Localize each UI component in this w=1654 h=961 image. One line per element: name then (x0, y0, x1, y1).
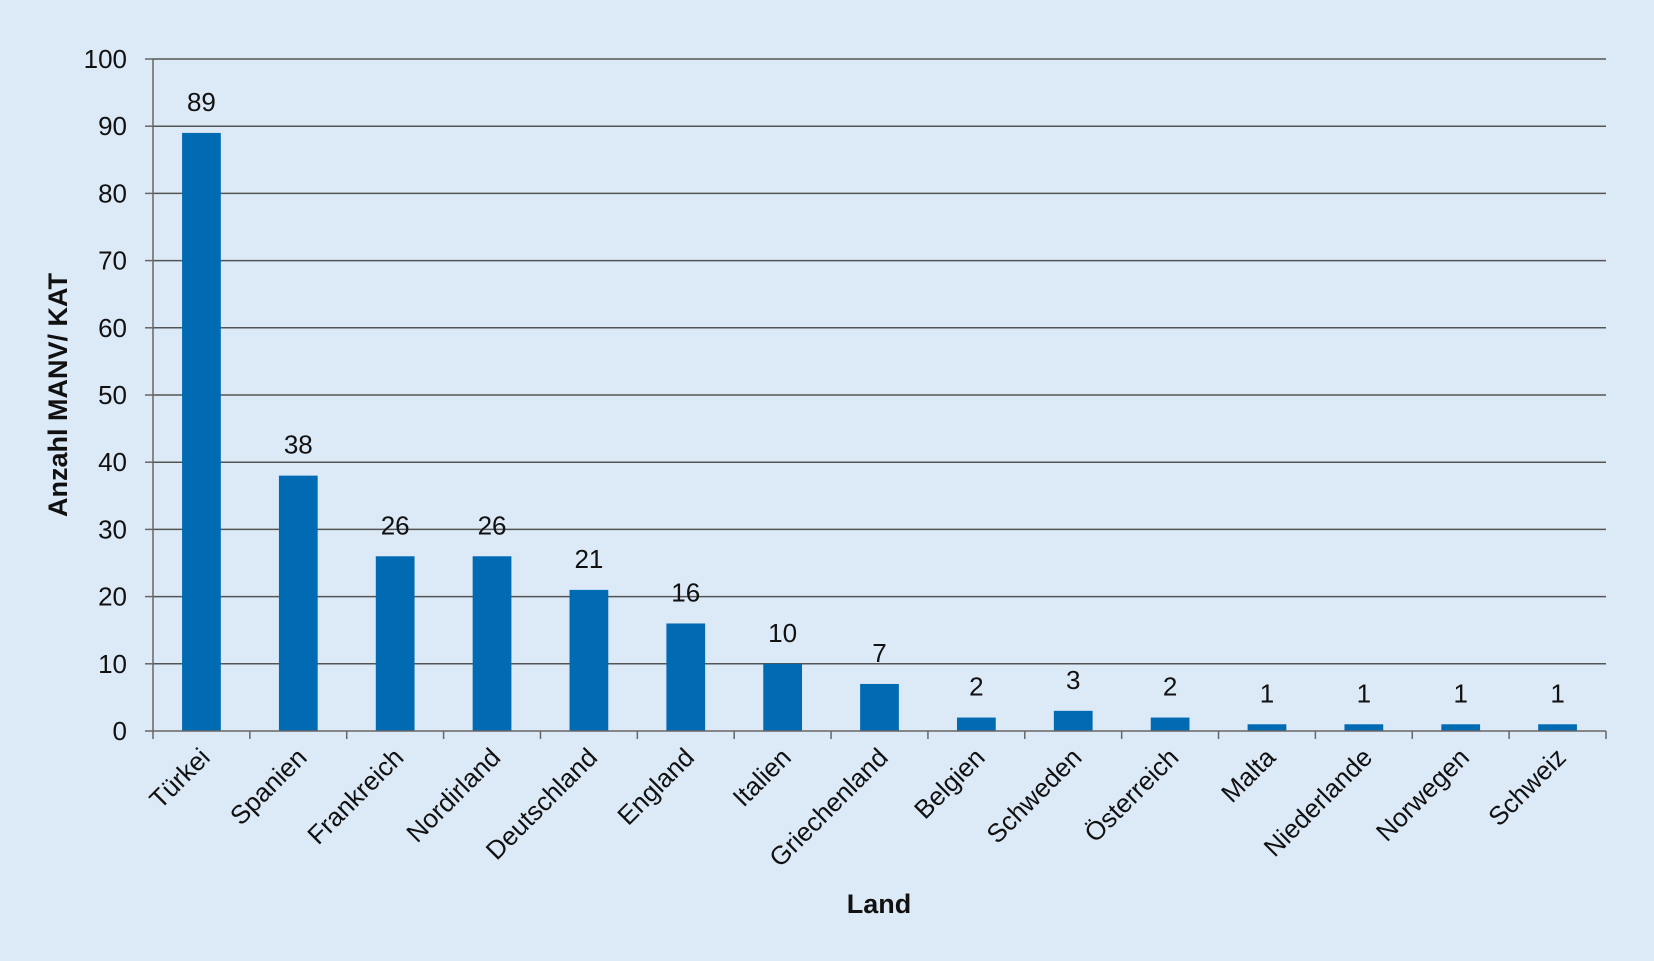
bar-8 (956, 717, 996, 731)
bar-1 (278, 475, 318, 731)
y-tick-label: 60 (98, 313, 127, 343)
x-axis-title: Land (847, 889, 912, 919)
y-tick-label: 50 (98, 380, 127, 410)
y-tick-label: 80 (98, 178, 127, 208)
y-tick-label: 20 (98, 582, 127, 612)
data-label-4: 21 (574, 544, 603, 574)
bar-13 (1441, 724, 1481, 731)
bar-12 (1344, 724, 1384, 731)
bar-10 (1150, 717, 1190, 731)
y-tick-label: 100 (84, 44, 127, 74)
bar-0 (182, 132, 221, 732)
y-axis-ticks: 0 10 20 30 40 50 60 70 80 90 100 (84, 44, 153, 746)
bar-9 (1053, 710, 1093, 731)
bar-3 (472, 556, 512, 731)
bar-2 (375, 556, 415, 731)
data-label-9: 3 (1066, 665, 1080, 695)
data-label-5: 16 (671, 577, 700, 607)
x-axis (152, 59, 1607, 739)
data-label-11: 1 (1260, 678, 1274, 708)
y-tick-label: 30 (98, 514, 127, 544)
data-label-0: 89 (187, 87, 216, 117)
data-label-3: 26 (478, 510, 507, 540)
bar-7 (860, 683, 899, 731)
y-tick-label: 70 (98, 246, 127, 276)
data-label-12: 1 (1357, 678, 1371, 708)
y-axis-title: Anzahl MANV/ KAT (43, 273, 73, 517)
y-tick-label: 10 (98, 649, 127, 679)
data-label-7: 7 (872, 638, 886, 668)
bars (182, 132, 1577, 732)
data-label-8: 2 (969, 672, 983, 702)
y-tick-label: 0 (113, 716, 127, 746)
gridlines (153, 58, 1606, 665)
bar-14 (1538, 724, 1577, 731)
data-label-10: 2 (1163, 672, 1177, 702)
data-label-13: 1 (1453, 678, 1467, 708)
bar-11 (1247, 724, 1287, 731)
data-label-1: 38 (284, 430, 313, 460)
y-tick-label: 90 (98, 111, 127, 141)
bar-6 (763, 663, 803, 731)
data-label-14: 1 (1550, 678, 1564, 708)
bar-5 (666, 623, 706, 731)
bar-4 (569, 589, 609, 731)
data-label-6: 10 (768, 618, 797, 648)
y-tick-label: 40 (98, 447, 127, 477)
data-label-2: 26 (381, 510, 410, 540)
